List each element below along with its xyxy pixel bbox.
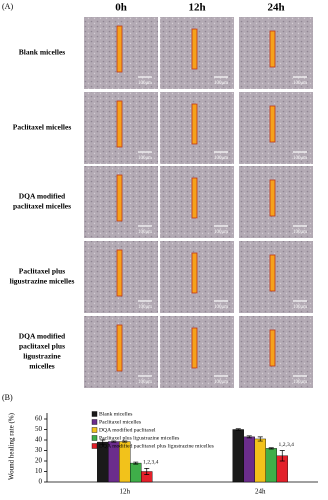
- bar: [254, 438, 266, 483]
- wound-marker: [269, 179, 276, 217]
- error-bar: [246, 435, 252, 439]
- scale-label: 100μm: [138, 81, 152, 86]
- micrograph: [239, 316, 313, 388]
- error-bar: [257, 436, 263, 442]
- wound-marker: [269, 254, 276, 292]
- wound-marker: [269, 30, 276, 68]
- bar: [130, 462, 142, 483]
- error-bar: [133, 461, 139, 465]
- scale-label: 100μm: [214, 380, 228, 385]
- legend-swatch: [91, 419, 98, 425]
- wound-marker: [191, 28, 198, 70]
- wound-marker: [269, 329, 276, 367]
- scale-label: 100μm: [138, 230, 152, 235]
- bar: [232, 429, 244, 483]
- bar: [265, 448, 277, 483]
- micrograph: [239, 166, 313, 238]
- scale-label: 100μm: [293, 380, 307, 385]
- wound-marker: [191, 177, 198, 219]
- row-label: paclitaxel micelles: [13, 202, 71, 211]
- wound-marker: [191, 327, 198, 369]
- y-axis-label: Wound healing rate (%): [8, 412, 16, 480]
- micrograph: [239, 92, 313, 164]
- row-label: paclitaxel plus: [19, 342, 65, 351]
- legend-swatch: [91, 411, 98, 417]
- micrograph: [239, 241, 313, 313]
- x-tick-label: 12h: [120, 488, 131, 496]
- row-label: DQA modified: [19, 192, 66, 201]
- legend-label: Paclitaxel micelles: [99, 419, 141, 425]
- error-bar: [144, 468, 150, 475]
- scale-label: 100μm: [214, 230, 228, 235]
- annotation: 1,2,3,4: [279, 442, 295, 448]
- scale-label: 100μm: [138, 380, 152, 385]
- y-tick-label: 30: [35, 446, 43, 454]
- legend-label: DQA modified paclitaxel plus ligustrazin…: [99, 442, 214, 449]
- wound-marker: [116, 324, 123, 372]
- legend-swatch: [91, 427, 98, 433]
- error-bar: [111, 440, 117, 443]
- row-label: ligustrazine micelles: [10, 277, 75, 286]
- legend-label: DQA modified paclitaxel: [99, 426, 156, 433]
- scale-label: 100μm: [293, 81, 307, 86]
- row-label: Paclitaxel micelles: [13, 123, 72, 132]
- row-label: DQA modified: [19, 332, 66, 341]
- scale-label: 100μm: [214, 81, 228, 86]
- row-label: Blank micelles: [19, 48, 66, 57]
- error-bar: [268, 447, 274, 450]
- scale-label: 100μm: [293, 305, 307, 310]
- wound-marker: [116, 249, 123, 297]
- y-tick-label: 10: [35, 467, 43, 475]
- annotation: 1,2,3,4: [143, 460, 159, 466]
- wound-marker: [191, 103, 198, 145]
- error-bar: [235, 428, 241, 431]
- x-tick-label: 24h: [255, 488, 266, 496]
- scale-label: 100μm: [214, 305, 228, 310]
- y-tick-label: 40: [35, 436, 43, 444]
- legend-swatch: [91, 443, 98, 449]
- row-label: Paclitaxel plus: [19, 267, 66, 276]
- error-bar: [100, 439, 106, 445]
- scale-label: 100μm: [214, 156, 228, 161]
- scale-label: 100μm: [293, 230, 307, 235]
- panel-label: (B): [2, 393, 13, 402]
- y-tick-label: 60: [35, 415, 43, 423]
- column-header: 24h: [267, 2, 284, 14]
- row-label: ligustrazine: [23, 352, 61, 361]
- y-tick-label: 0: [39, 478, 43, 486]
- wound-marker: [191, 252, 198, 294]
- column-header: 12h: [188, 2, 205, 14]
- error-bar: [279, 450, 285, 462]
- y-tick-label: 50: [35, 425, 43, 433]
- row-label: micelles: [29, 362, 54, 371]
- micrograph: [239, 17, 313, 89]
- scale-label: 100μm: [138, 156, 152, 161]
- column-header: 0h: [115, 2, 127, 14]
- wound-marker: [116, 174, 123, 222]
- legend-label: Paclitaxel plus ligustrazine micelles: [99, 435, 179, 441]
- wound-marker: [269, 105, 276, 143]
- scale-label: 100μm: [293, 156, 307, 161]
- wound-marker: [116, 25, 123, 73]
- wound-marker: [116, 100, 123, 148]
- bar: [243, 436, 255, 483]
- legend-swatch: [91, 435, 98, 441]
- error-bar: [122, 440, 128, 443]
- scale-label: 100μm: [138, 305, 152, 310]
- panel-label: (A): [2, 2, 13, 11]
- legend-label: Blank micelles: [99, 411, 132, 417]
- y-tick-label: 20: [35, 457, 43, 465]
